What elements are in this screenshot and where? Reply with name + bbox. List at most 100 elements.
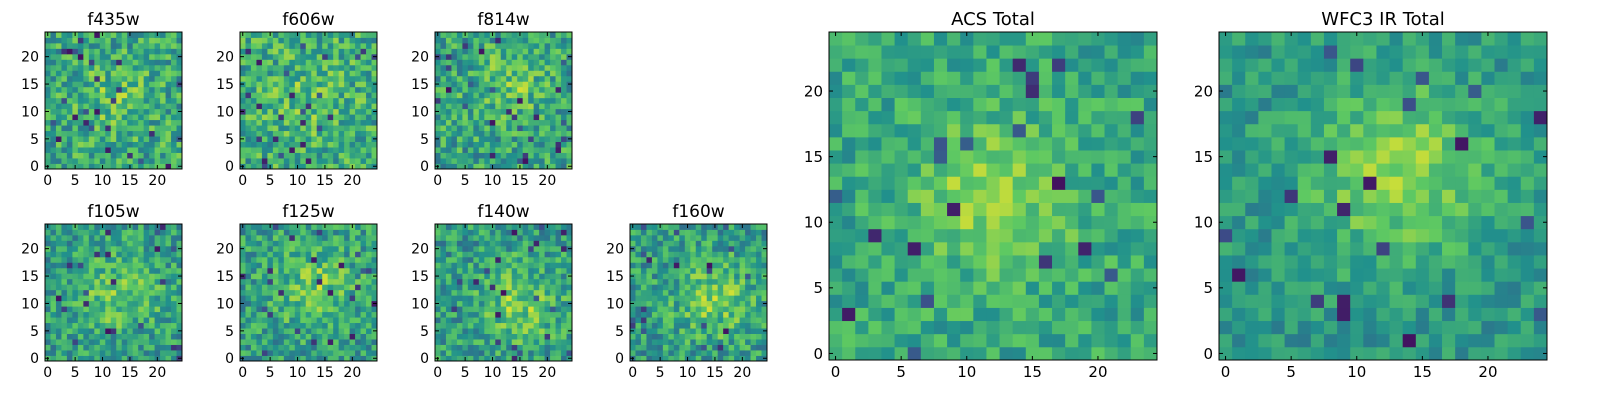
heatmap-cell — [723, 251, 730, 258]
heatmap-cell — [635, 300, 642, 307]
heatmap-cell — [484, 97, 491, 104]
heatmap-cell — [267, 240, 274, 247]
heatmap-cell — [149, 339, 155, 345]
heatmap-cell — [116, 158, 123, 164]
heatmap-cell — [522, 273, 529, 280]
heatmap-cell — [640, 251, 647, 258]
heatmap-cell — [72, 152, 79, 159]
heatmap-cell — [349, 86, 356, 93]
heatmap-cell — [88, 81, 95, 88]
heatmap-cell — [333, 97, 340, 104]
x-tick-label: 15 — [511, 365, 529, 381]
heatmap-cell — [630, 240, 636, 247]
heatmap-cell — [484, 300, 491, 307]
heatmap-cell — [245, 267, 252, 274]
heatmap-cell — [1078, 228, 1092, 243]
heatmap-cell — [322, 136, 329, 142]
heatmap-cell — [261, 108, 268, 115]
heatmap-cell — [349, 350, 356, 356]
heatmap-cell — [240, 339, 246, 345]
heatmap-cell — [154, 339, 161, 345]
heatmap-cell — [294, 152, 301, 159]
heatmap-cell — [300, 158, 307, 164]
heatmap-cell — [261, 256, 268, 263]
heatmap-cell — [278, 328, 285, 334]
heatmap-cell — [673, 224, 680, 230]
heatmap-cell — [289, 97, 296, 104]
heatmap-cell — [45, 103, 51, 110]
heatmap-cell — [435, 147, 441, 153]
heatmap-cell — [712, 344, 719, 351]
heatmap-cell — [947, 176, 961, 190]
heatmap-cell — [544, 273, 551, 280]
heatmap-cell — [267, 147, 274, 153]
heatmap-cell — [750, 328, 757, 334]
heatmap-cell — [261, 59, 268, 66]
heatmap-cell — [322, 59, 329, 66]
heatmap-cell — [739, 284, 746, 291]
heatmap-cell — [132, 273, 139, 280]
heatmap-cell — [278, 97, 285, 104]
heatmap-cell — [451, 306, 458, 313]
heatmap-cell — [77, 119, 84, 126]
heatmap-cell — [294, 328, 301, 334]
heatmap-cell — [355, 229, 361, 236]
heatmap-cell — [761, 339, 768, 345]
heatmap-cell — [66, 256, 73, 263]
heatmap-cell — [305, 103, 312, 110]
heatmap-cell — [662, 295, 669, 302]
heatmap-cell — [750, 333, 757, 340]
heatmap-cell — [630, 333, 636, 340]
heatmap-cell — [83, 350, 90, 356]
heatmap-cell — [456, 262, 463, 269]
heatmap-cell — [528, 108, 535, 115]
heatmap-cell — [327, 295, 334, 302]
y-tick-label: 20 — [21, 50, 39, 66]
heatmap-cell — [750, 317, 757, 324]
x-tick-label: 20 — [343, 173, 361, 189]
heatmap-cell — [72, 245, 79, 252]
heatmap-cell — [635, 278, 642, 285]
heatmap-cell — [734, 273, 740, 280]
heatmap-cell — [651, 278, 658, 285]
heatmap-cell — [635, 251, 642, 258]
heatmap-cell — [283, 119, 290, 126]
heatmap-cell — [245, 163, 252, 170]
heatmap-cell — [94, 37, 101, 44]
heatmap-cell — [278, 75, 285, 82]
heatmap-cell — [561, 119, 567, 126]
heatmap-cell — [1091, 189, 1105, 203]
heatmap-cell — [88, 317, 95, 324]
heatmap-cell — [294, 245, 301, 252]
heatmap-cell — [566, 311, 573, 318]
heatmap-cell — [750, 284, 757, 291]
heatmap-cell — [45, 64, 51, 71]
heatmap-cell — [1065, 202, 1079, 217]
heatmap-cell — [495, 273, 502, 280]
heatmap-cell — [756, 278, 762, 285]
heatmap-cell — [561, 333, 567, 340]
heatmap-cell — [500, 328, 507, 334]
heatmap-cell — [662, 289, 669, 296]
heatmap-cell — [440, 125, 447, 132]
heatmap-cell — [539, 317, 545, 324]
heatmap-cell — [289, 350, 296, 356]
heatmap-cell — [1052, 294, 1066, 308]
heatmap-cell — [88, 70, 95, 77]
heatmap-cell — [360, 37, 367, 44]
heatmap-cell — [881, 150, 895, 164]
heatmap-cell — [561, 240, 567, 247]
heatmap-cell — [695, 339, 702, 345]
heatmap-cell — [110, 125, 117, 132]
heatmap-cell — [245, 339, 252, 345]
heatmap-cell — [149, 130, 155, 137]
heatmap-cell — [245, 152, 252, 159]
heatmap-cell — [349, 295, 356, 302]
heatmap-cell — [690, 284, 697, 291]
heatmap-cell — [105, 158, 112, 164]
heatmap-cell — [338, 350, 345, 356]
heatmap-cell — [355, 355, 361, 362]
heatmap-cell — [690, 289, 697, 296]
heatmap-cell — [517, 284, 524, 291]
heatmap-cell — [947, 202, 961, 217]
